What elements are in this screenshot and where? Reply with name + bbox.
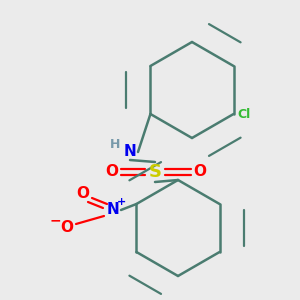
Text: O: O [106,164,118,179]
Text: S: S [148,163,161,181]
Text: O: O [61,220,74,236]
Text: −: − [49,213,61,227]
Text: Cl: Cl [238,107,251,121]
Text: N: N [106,202,119,217]
Text: H: H [110,137,120,151]
Text: O: O [194,164,206,179]
Text: O: O [76,185,89,200]
Text: +: + [117,197,127,207]
Text: N: N [124,145,136,160]
